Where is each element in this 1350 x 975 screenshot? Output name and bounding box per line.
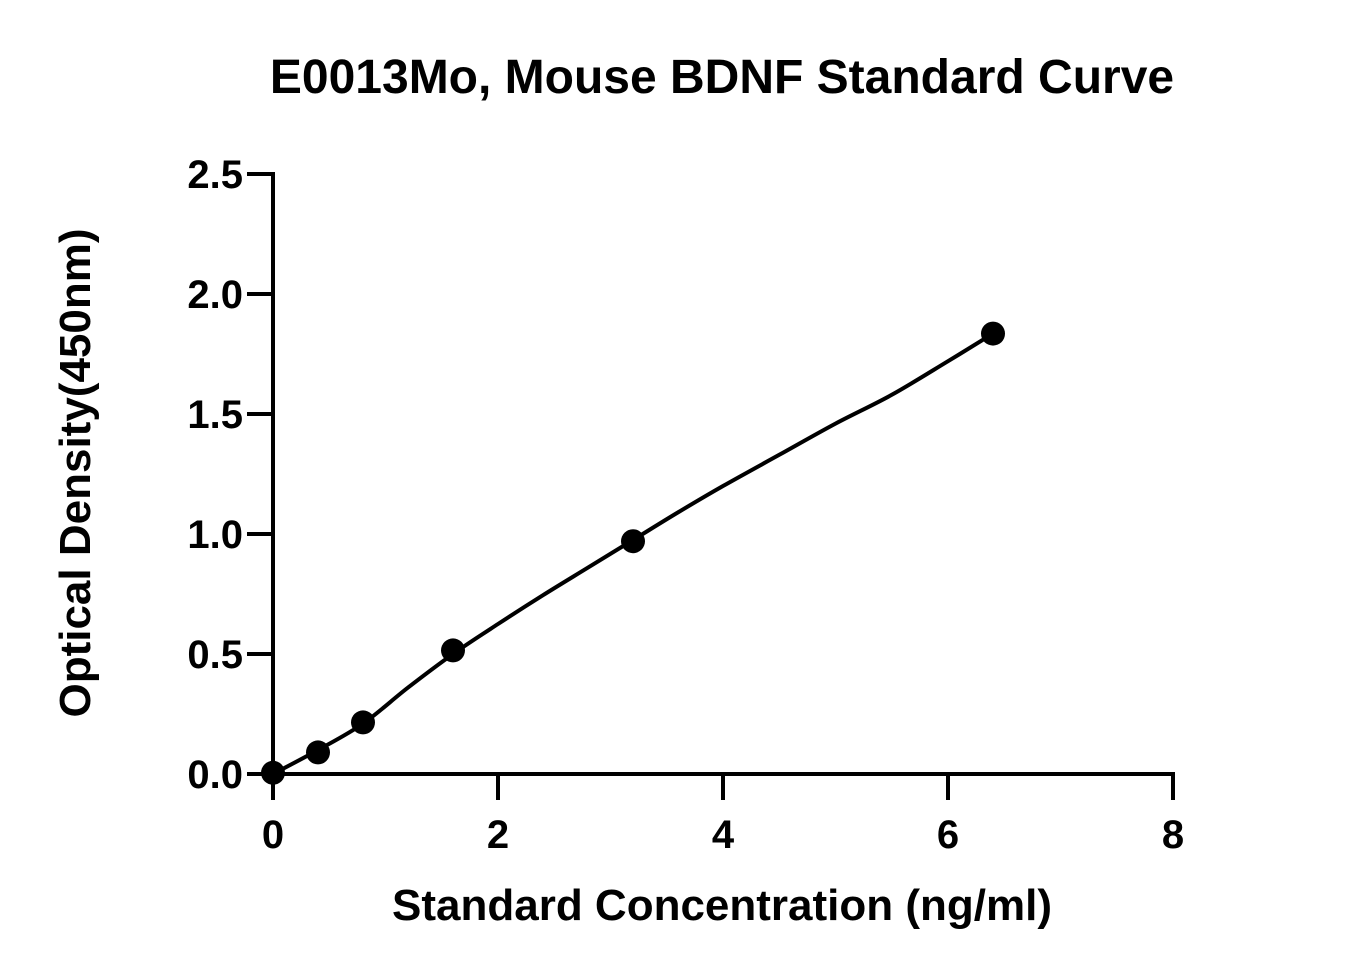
x-axis-title: Standard Concentration (ng/ml) xyxy=(392,881,1052,930)
x-tick-label: 4 xyxy=(712,813,735,857)
y-tick-label: 1.5 xyxy=(187,393,243,437)
data-point xyxy=(441,638,465,663)
data-points xyxy=(261,321,1005,785)
data-point xyxy=(306,740,330,765)
x-tick-label: 2 xyxy=(487,813,509,857)
x-tick-label: 8 xyxy=(1162,813,1184,857)
chart-title: E0013Mo, Mouse BDNF Standard Curve xyxy=(270,51,1174,104)
y-tick-label: 0.0 xyxy=(187,753,243,797)
fit-curve-line xyxy=(272,331,995,776)
data-point xyxy=(981,321,1005,346)
y-axis-title: Optical Density(450nm) xyxy=(51,228,100,717)
y-axis-ticks: 0.0 0.5 1.0 1.5 2.0 2.5 xyxy=(187,153,273,797)
y-tick-label: 0.5 xyxy=(187,633,243,677)
x-tick-label: 0 xyxy=(262,813,284,857)
y-tick-label: 2.0 xyxy=(187,273,243,317)
data-point xyxy=(261,760,285,785)
y-tick-label: 1.0 xyxy=(187,513,243,557)
x-tick-label: 6 xyxy=(937,813,959,857)
x-axis-ticks: 0 2 4 6 8 xyxy=(262,774,1184,857)
data-point xyxy=(351,710,375,735)
y-tick-label: 2.5 xyxy=(187,153,243,197)
data-point xyxy=(621,529,645,554)
